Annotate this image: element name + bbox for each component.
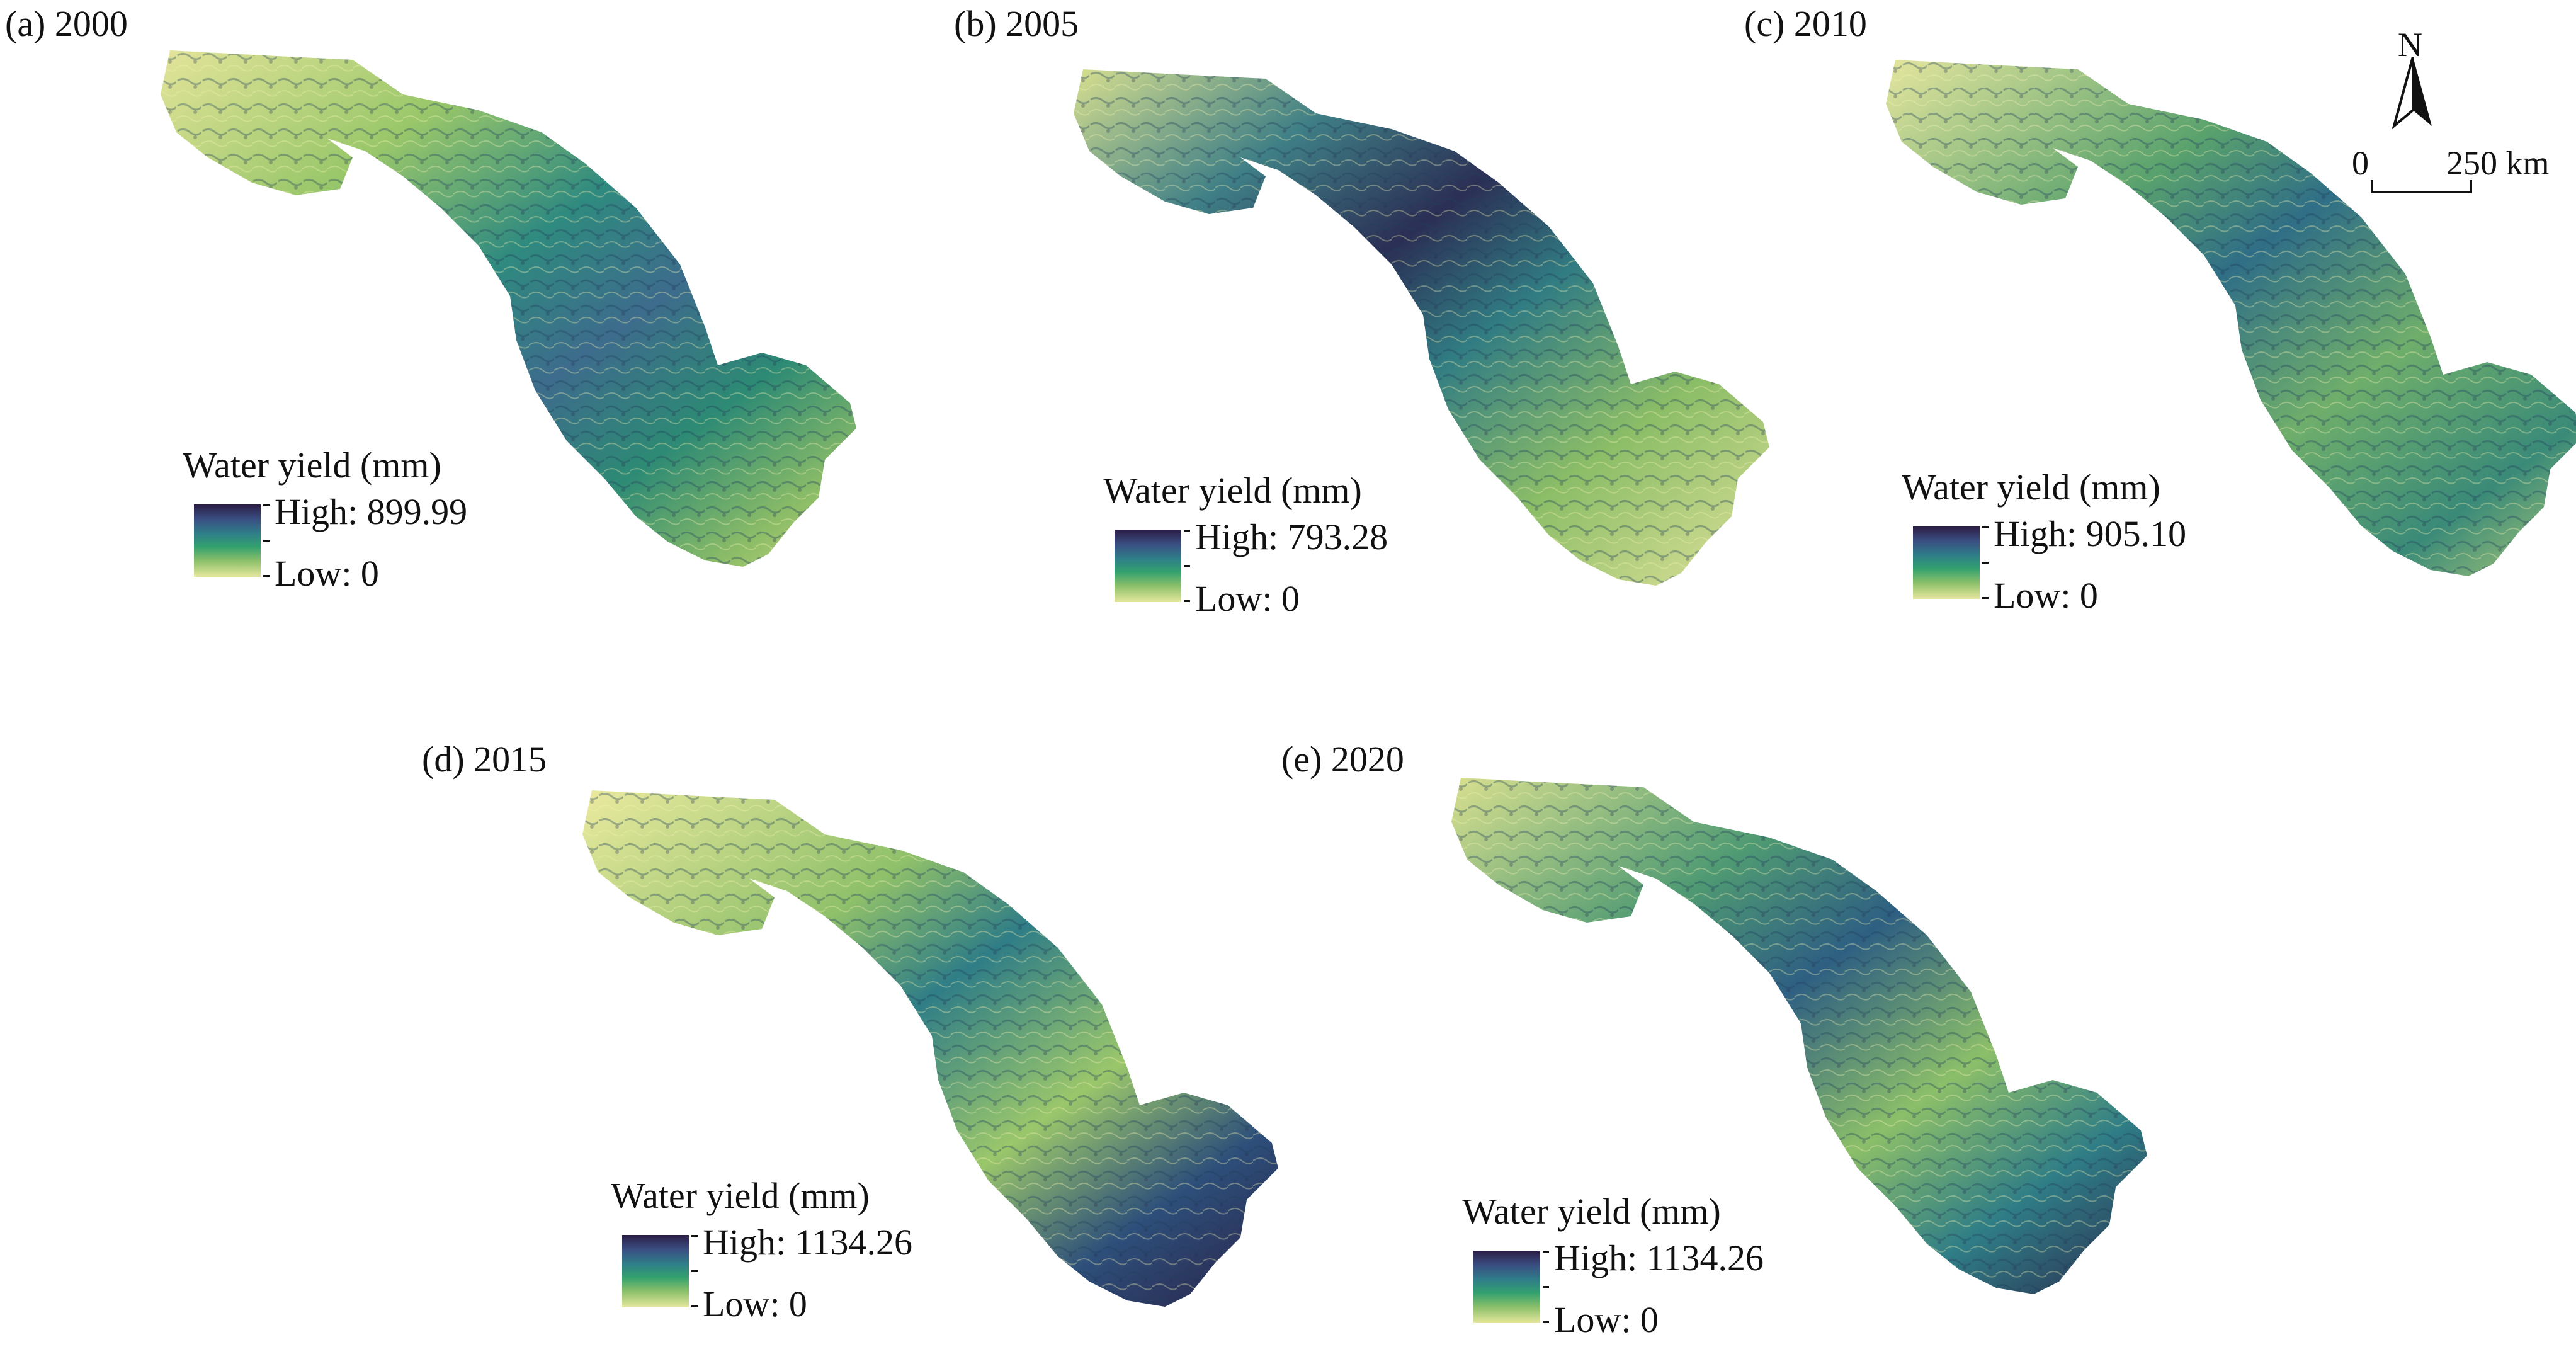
legend-tick [691, 1235, 698, 1237]
scale-line [2371, 191, 2471, 193]
color-ramp [1913, 526, 1980, 599]
legend-b: Water yield (mm) High: 793.28 Low: 0 [1103, 469, 1544, 620]
color-ramp [1473, 1251, 1540, 1323]
legend-tick [1982, 597, 1989, 599]
legend-title: Water yield (mm) [611, 1175, 870, 1216]
legend-tick [691, 1270, 698, 1272]
legend-low-value: Low: 0 [703, 1283, 807, 1324]
legend-high-value: High: 899.99 [275, 491, 468, 532]
legend-low-value: Low: 0 [1554, 1299, 1659, 1340]
legend-tick [1982, 526, 1989, 528]
color-ramp [622, 1235, 689, 1307]
water-yield-map-b [1074, 69, 1769, 586]
legend-tick [1184, 530, 1190, 532]
legend-tick [1184, 565, 1190, 567]
water-yield-map-a [161, 50, 856, 567]
legend-low-value: Low: 0 [1195, 578, 1300, 619]
legend-tick [1184, 600, 1190, 602]
panel-label-d: (d) 2015 [422, 739, 547, 780]
legend-low-value: Low: 0 [275, 553, 379, 594]
legend-title: Water yield (mm) [183, 445, 441, 486]
north-arrow: N [2380, 25, 2449, 132]
north-letter: N [2398, 26, 2422, 64]
legend-tick [1543, 1286, 1549, 1288]
scale-start: 0 [2352, 144, 2369, 182]
legend-high-value: High: 905.10 [1994, 513, 2187, 554]
legend-tick [263, 540, 270, 542]
legend-tick [263, 504, 270, 506]
legend-tick [1543, 1251, 1549, 1253]
panel-label-e: (e) 2020 [1281, 739, 1404, 780]
water-yield-map-e [1451, 778, 2147, 1294]
panel-label-c: (c) 2010 [1744, 3, 1867, 44]
scale-bar: 0 250 km [2352, 144, 2566, 213]
legend-title: Water yield (mm) [1462, 1191, 1721, 1232]
water-yield-map-d [582, 790, 1278, 1307]
color-ramp [1115, 530, 1181, 602]
legend-high-value: High: 793.28 [1195, 516, 1388, 557]
legend-e: Water yield (mm) High: 1134.26 Low: 0 [1462, 1190, 1903, 1341]
legend-low-value: Low: 0 [1994, 575, 2098, 616]
north-arrow-icon [2392, 57, 2432, 130]
legend-tick [1543, 1321, 1549, 1323]
panel-label-a: (a) 2000 [5, 3, 128, 44]
panel-label-b: (b) 2005 [954, 3, 1079, 44]
water-yield-map-c [1886, 60, 2576, 576]
scale-end: 250 km [2446, 144, 2550, 182]
scale-tick [2470, 180, 2472, 193]
legend-a: Water yield (mm) High: 899.99 Low: 0 [183, 444, 623, 595]
legend-high-value: High: 1134.26 [1554, 1237, 1764, 1278]
legend-tick [263, 575, 270, 577]
legend-c: Water yield (mm) High: 905.10 Low: 0 [1902, 466, 2342, 617]
legend-tick [691, 1305, 698, 1307]
legend-d: Water yield (mm) High: 1134.26 Low: 0 [611, 1174, 1052, 1326]
legend-high-value: High: 1134.26 [703, 1222, 912, 1263]
scale-tick [2371, 180, 2373, 193]
legend-title: Water yield (mm) [1902, 467, 2160, 508]
legend-tick [1982, 562, 1989, 564]
legend-title: Water yield (mm) [1103, 470, 1362, 511]
color-ramp [194, 504, 261, 577]
